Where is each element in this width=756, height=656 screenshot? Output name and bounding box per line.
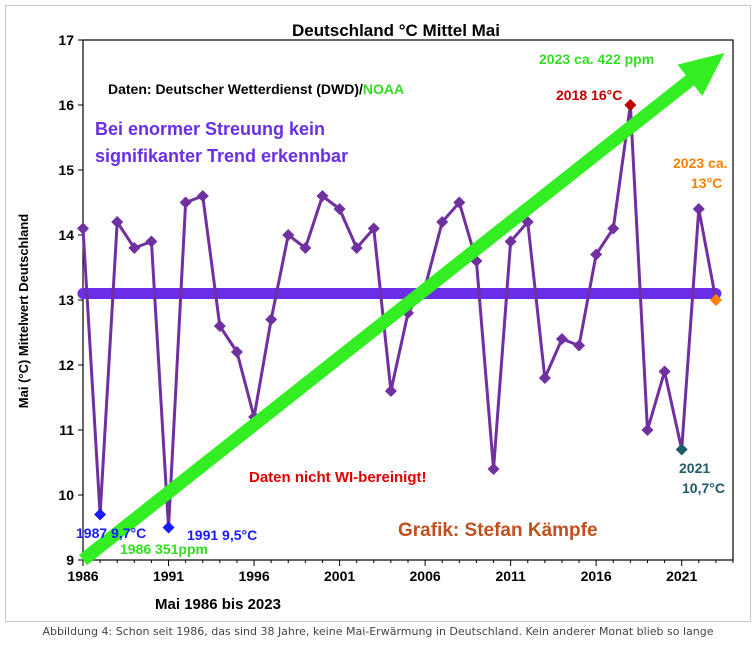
plot-area: 9 10 11 12 13 14 15 16 17 1986 1991 1996 2001 2006 201… <box>58 32 734 584</box>
x-tick-label: 2006 <box>410 568 441 584</box>
source-note: Daten: Deutscher Wetterdienst (DWD)/NOAA <box>108 81 404 97</box>
data-point-1990 <box>145 235 158 248</box>
co2-2023-label: 2023 ca. 422 ppm <box>539 51 654 67</box>
data-point-2021 <box>675 443 688 456</box>
x-tick-label: 1991 <box>153 568 184 584</box>
label-2021-line-1: 2021 <box>679 460 710 476</box>
data-point-1988 <box>111 216 124 228</box>
data-point-2017 <box>607 222 620 235</box>
label-2018: 2018 16°C <box>556 87 622 103</box>
x-tick-label: 2021 <box>666 568 697 584</box>
y-tick-label: 12 <box>58 357 74 373</box>
y-tick-label: 10 <box>58 487 74 503</box>
label-1987: 1987 9,7°C <box>76 525 146 541</box>
data-point-2020 <box>658 365 671 378</box>
data-point-2010 <box>487 463 500 475</box>
data-point-1989 <box>128 242 141 254</box>
y-tick-label: 9 <box>66 552 74 568</box>
data-point-1998 <box>282 229 295 241</box>
data-point-2022 <box>692 203 705 215</box>
label-1991: 1991 9,5°C <box>187 527 257 543</box>
data-point-1987 <box>94 508 107 521</box>
chart-figure: Deutschland °C Mittel Mai Mai (°C) Mitte… <box>5 5 751 622</box>
x-tick-label: 2001 <box>324 568 355 584</box>
chart-svg: Deutschland °C Mittel Mai Mai (°C) Mitte… <box>16 21 734 613</box>
data-point-1993 <box>196 190 209 202</box>
label-2021-line-2: 10,7°C <box>682 480 725 496</box>
x-tick-label: 1996 <box>238 568 269 584</box>
data-point-1991 <box>162 521 175 534</box>
data-point-1999 <box>299 242 312 254</box>
data-point-2000 <box>316 190 329 202</box>
wi-note: Daten nicht WI-bereinigt! <box>249 469 427 486</box>
y-tick-label: 11 <box>59 422 74 438</box>
y-tick-label: 14 <box>58 227 74 243</box>
data-point-2018 <box>624 99 637 111</box>
co2-1986-label: 1986 351ppm <box>120 541 208 557</box>
y-tick-label: 16 <box>58 97 74 113</box>
trend-statement-line-1: Bei enormer Streuung kein <box>95 119 325 139</box>
x-tick-label: 2011 <box>495 568 526 584</box>
trend-arrow <box>79 53 725 566</box>
data-point-2014 <box>555 333 568 345</box>
x-axis-label: Mai 1986 bis 2023 <box>155 596 281 613</box>
data-point-2002 <box>350 242 363 254</box>
data-point-2004 <box>384 385 397 397</box>
y-tick-label: 17 <box>58 32 74 48</box>
chart-title: Deutschland °C Mittel Mai <box>292 21 500 40</box>
data-point-2003 <box>367 222 380 235</box>
data-point-2008 <box>453 196 466 209</box>
data-point-2019 <box>641 424 654 436</box>
data-point-2007 <box>436 216 449 228</box>
data-point-2001 <box>333 203 346 215</box>
data-point-1995 <box>230 346 243 358</box>
data-point-1997 <box>265 313 278 326</box>
source-dwd: Daten: Deutscher Wetterdienst (DWD)/ <box>108 81 363 97</box>
x-tick-label: 1986 <box>67 568 98 584</box>
y-axis-label: Mai (°C) Mittelwert Deutschland <box>16 214 31 408</box>
data-point-2016 <box>590 248 603 261</box>
label-2023-line-1: 2023 ca. <box>673 155 728 171</box>
data-point-2013 <box>538 372 551 384</box>
data-point-1986 <box>77 222 89 235</box>
data-point-2011 <box>504 235 517 248</box>
data-point-1994 <box>213 320 226 332</box>
x-tick-label: 2016 <box>581 568 612 584</box>
data-point-2015 <box>573 339 586 352</box>
label-2023-line-2: 13°C <box>691 175 722 191</box>
y-tick-label: 15 <box>58 162 74 178</box>
source-noaa: NOAA <box>363 81 404 97</box>
figure-caption: Abbildung 4: Schon seit 1986, das sind 3… <box>42 625 714 638</box>
chart-credit: Grafik: Stefan Kämpfe <box>398 520 598 541</box>
data-point-2023 <box>709 294 722 306</box>
trend-statement-line-2: signifikanter Trend erkennbar <box>95 146 348 166</box>
data-point-1992 <box>179 196 192 209</box>
y-tick-label: 13 <box>58 292 74 308</box>
